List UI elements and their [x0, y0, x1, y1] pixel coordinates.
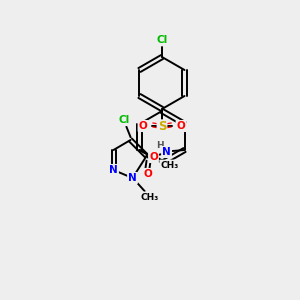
Text: N: N: [109, 165, 118, 175]
Text: N: N: [162, 147, 171, 157]
Text: O: O: [139, 121, 147, 131]
Text: CH₃: CH₃: [140, 193, 159, 202]
Text: CH₃: CH₃: [160, 160, 178, 169]
Text: S: S: [158, 121, 166, 134]
Text: Cl: Cl: [156, 35, 168, 45]
Text: Cl: Cl: [119, 115, 130, 125]
Text: N: N: [128, 173, 137, 183]
Text: O: O: [143, 169, 152, 179]
Text: H: H: [156, 142, 163, 151]
Text: O: O: [149, 152, 158, 162]
Text: O: O: [177, 121, 185, 131]
